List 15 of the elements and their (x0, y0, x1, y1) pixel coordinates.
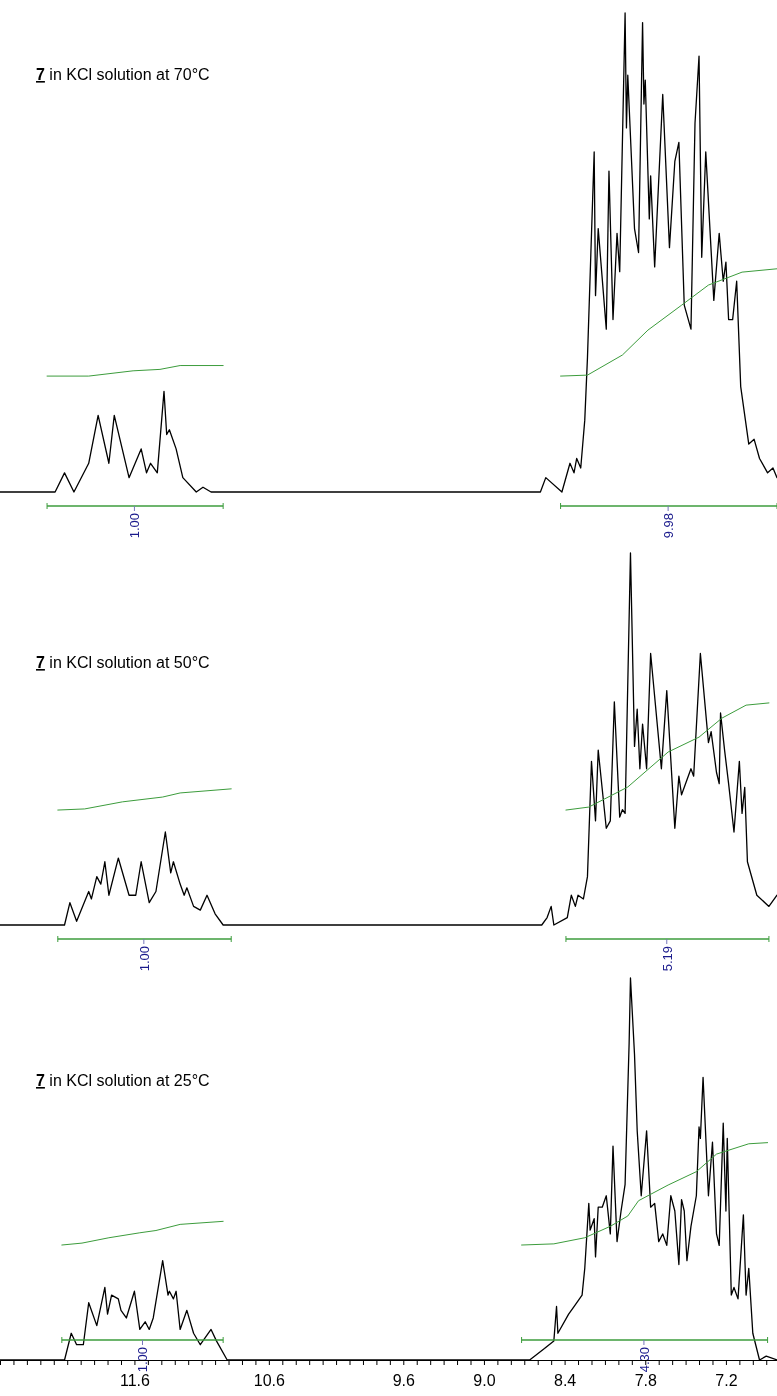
x-tick-label: 9.6 (392, 1371, 416, 1389)
x-tick-label: 7.2 (715, 1371, 738, 1389)
x-tick-label: 9.0 (473, 1371, 496, 1389)
annotation: 1.00 (127, 513, 143, 539)
annotation: 4.30 (636, 1347, 652, 1373)
text: 7 in KCl solution at 70°C (36, 66, 210, 83)
x-tick-label: 11.6 (119, 1371, 151, 1389)
text: 7 in KCl solution at 25°C (36, 1072, 210, 1089)
annotation: 9.98 (661, 513, 677, 539)
annotation: 5.19 (659, 946, 675, 972)
x-tick-label: 7.8 (634, 1371, 657, 1389)
annotation: 1.00 (136, 946, 152, 972)
text: 7 in KCl solution at 50°C (36, 654, 210, 671)
x-tick-label: 8.4 (553, 1371, 577, 1389)
x-tick-label: 10.6 (253, 1371, 286, 1389)
